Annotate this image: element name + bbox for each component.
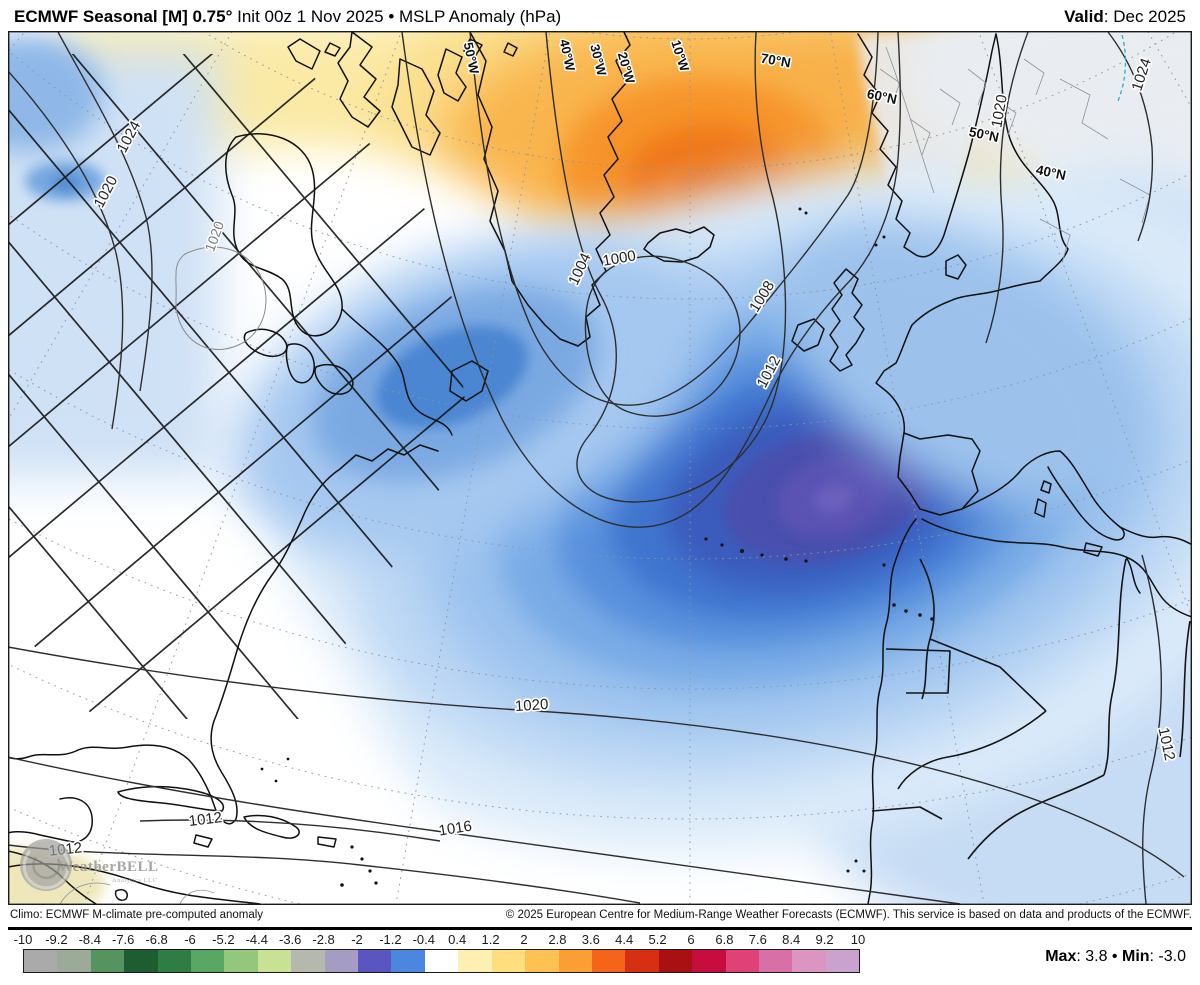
title-detail: Init 00z 1 Nov 2025 • MSLP Anomaly (hPa): [232, 7, 562, 26]
colorbar-segment: [24, 950, 58, 972]
colorbar-tick: 2.8: [548, 932, 567, 947]
colorbar-tick-labels: -10 -9.2 -8.4 -7.6 -6.8 -6 -5.2 -4.4 -3.6 -2.8 -2 -…: [14, 932, 866, 947]
colorbar-tick: 10: [850, 932, 866, 947]
colorbar-tick: -5.2: [212, 932, 235, 947]
colorbar-tick: -7.6: [111, 932, 135, 947]
colorbar-tick: 2: [520, 932, 528, 947]
colorbar-segment: [424, 950, 459, 972]
attribution-bar: Climo: ECMWF M-climate pre-computed anom…: [8, 905, 1192, 927]
colorbar-segment: [491, 950, 526, 972]
mslp-contours: [8, 31, 1185, 905]
colorbar-tick: 1.2: [481, 932, 500, 947]
colorbar-tick: 6: [687, 932, 695, 947]
colorbar-tick: -0.4: [412, 932, 435, 947]
colorbar-segment: [391, 950, 425, 972]
colorbar-segment: [57, 950, 91, 972]
colorbar-segment: [324, 950, 359, 972]
colorbar-tick: -2: [351, 932, 363, 947]
colorbar-tick: -2.8: [312, 932, 335, 947]
mslp-anomaly-map: 1000100410081012101610201020102410201024…: [8, 31, 1192, 905]
watermark-text: WeatherBELL: [58, 859, 159, 875]
colorbar-segment: [124, 950, 158, 972]
colorbar-segment: [257, 950, 292, 972]
island-dots: [260, 207, 934, 887]
colorbar-tick: 0.4: [448, 932, 467, 947]
colorbar-segment: [224, 950, 258, 972]
colorbar-segment: [90, 950, 125, 972]
colorbar-tick: 8.4: [782, 932, 801, 947]
colorbar-tick: -1.2: [379, 932, 402, 947]
colorbar-tick: -6.8: [145, 932, 168, 947]
colorbar-tick: 5.2: [648, 932, 667, 947]
colorbar-segment: [625, 950, 659, 972]
copyright-note: © 2025 European Centre for Medium-Range …: [505, 909, 1192, 921]
weatherbell-logo: WeatherBELL Analytics LLC: [20, 839, 159, 891]
colorbar: [23, 949, 860, 973]
valid-date: Valid: Dec 2025: [1064, 7, 1186, 26]
colorbar-segment: [291, 950, 325, 972]
country-borders-africa: [871, 558, 1191, 860]
watermark-subtext: Analytics LLC: [112, 877, 157, 884]
climo-note: Climo: ECMWF M-climate pre-computed anom…: [10, 909, 264, 921]
page-title: ECMWF Seasonal [M] 0.75° Init 00z 1 Nov …: [14, 7, 561, 27]
max-min-stats: Max: 3.8 • Min: -3.0: [1045, 948, 1186, 965]
colorbar-segment: [725, 950, 759, 972]
colorbar-tick: -3.6: [278, 932, 302, 947]
colorbar-segment: [358, 950, 392, 972]
title-model: ECMWF Seasonal [M] 0.75°: [14, 7, 233, 26]
colorbar-segment: [825, 950, 860, 972]
colorbar-tick: -4.4: [245, 932, 268, 947]
colorbar-segment: [658, 950, 693, 972]
neutral-land-fill: [858, 31, 1192, 304]
colorbar-tick: 4.4: [615, 932, 634, 947]
colorbar-segment: [191, 950, 225, 972]
colorbar-tick: -10: [13, 932, 33, 947]
colorbar-tick: 7.6: [748, 932, 767, 947]
latitude-label: 70°N: [760, 51, 792, 71]
climo-contour-gray: [175, 246, 267, 350]
colorbar-tick: 9.2: [815, 932, 834, 947]
colorbar-segment: [692, 950, 726, 972]
colorbar-tick: 6.8: [715, 932, 734, 947]
colorbar-tick: -9.2: [45, 932, 68, 947]
colorbar-segment: [525, 950, 559, 972]
colorbar-segment: [591, 950, 626, 972]
graticule: [8, 31, 1192, 905]
state-borders: [8, 54, 470, 719]
colorbar-zone: -10 -9.2 -8.4 -7.6 -6.8 -6 -5.2 -4.4 -3.6 -2.8 -2 -…: [0, 930, 1200, 985]
colorbar-segment: [758, 950, 793, 972]
colorbar-segment: [458, 950, 492, 972]
contour-label: 1020: [514, 696, 548, 715]
colorbar-tick: -8.4: [78, 932, 101, 947]
divider-rule: [8, 927, 1192, 930]
colorbar-segment: [157, 950, 192, 972]
colorbar-tick: 3.6: [581, 932, 600, 947]
colorbar-segment: [792, 950, 826, 972]
map-border: [8, 31, 1192, 905]
coastlines: [8, 31, 1192, 905]
header: ECMWF Seasonal [M] 0.75° Init 00z 1 Nov …: [0, 0, 1200, 31]
admin-borders-thin: [59, 46, 1151, 905]
map-container: 1000 1004 1008 1012 1016 1020 1020 1024 1020 1024…: [8, 31, 1192, 905]
colorbar-segment: [558, 950, 592, 972]
colorbar-tick: -6: [184, 932, 196, 947]
